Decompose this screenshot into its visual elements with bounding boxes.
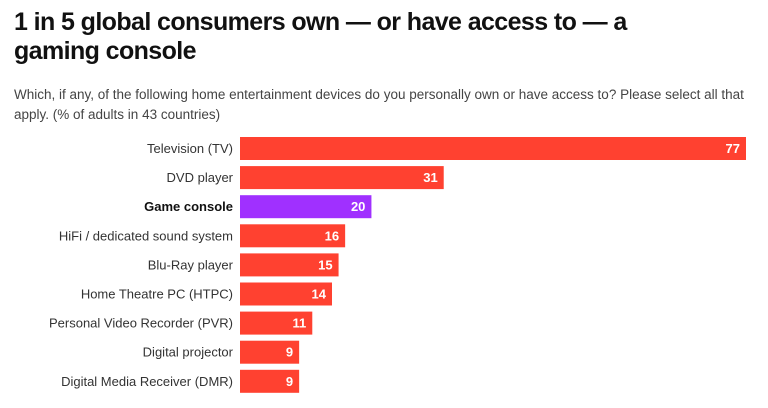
data-label: 16 (325, 228, 339, 243)
category-label: Digital Media Receiver (DMR) (61, 374, 233, 389)
bar (240, 311, 313, 335)
category-label: Game console (144, 199, 233, 214)
category-label: Television (TV) (147, 141, 233, 156)
bar (240, 282, 332, 306)
data-label: 31 (423, 170, 437, 185)
bar (240, 369, 300, 393)
bar (240, 253, 339, 277)
chart-title: 1 in 5 global consumers own — or have ac… (14, 8, 627, 65)
bar (240, 224, 346, 248)
chart-subtitle: Which, if any, of the following home ent… (14, 87, 744, 122)
category-label: DVD player (167, 170, 234, 185)
category-label: Digital projector (143, 345, 234, 360)
data-label: 14 (312, 287, 327, 302)
bar (240, 195, 372, 219)
bar (240, 137, 746, 160)
bar (240, 340, 300, 364)
category-label: HiFi / dedicated sound system (59, 228, 233, 243)
bar (240, 166, 444, 190)
data-label: 11 (293, 316, 307, 331)
data-label: 77 (726, 141, 740, 156)
data-label: 9 (286, 345, 293, 360)
data-label: 15 (318, 257, 332, 272)
category-label: Personal Video Recorder (PVR) (49, 316, 233, 331)
category-label: Blu-Ray player (148, 257, 234, 272)
category-label: Home Theatre PC (HTPC) (81, 287, 233, 302)
data-label: 9 (286, 374, 293, 389)
data-label: 20 (351, 199, 365, 214)
